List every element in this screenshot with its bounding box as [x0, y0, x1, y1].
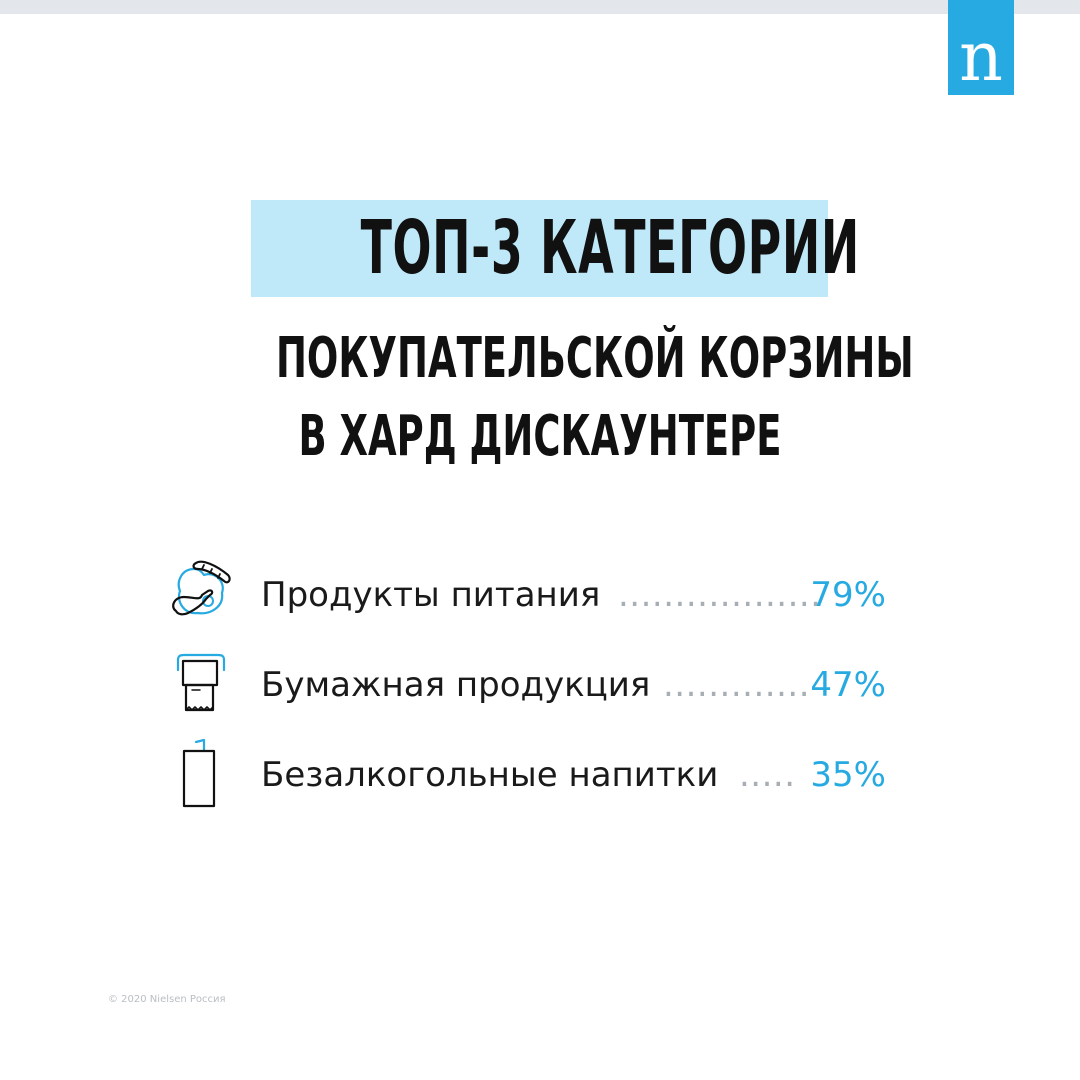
- food-icon: [166, 553, 236, 623]
- nielsen-logo-icon: n: [959, 18, 1003, 95]
- category-row-drinks: Безалкогольные напитки ..... 35%: [261, 750, 886, 800]
- dot-leader: ..................: [618, 575, 822, 615]
- paper-roll-icon: [166, 650, 236, 720]
- drink-carton-icon: [166, 738, 236, 808]
- category-value: 79%: [810, 575, 886, 615]
- dot-leader: .....: [739, 755, 796, 795]
- category-label: Бумажная продукция: [261, 665, 651, 705]
- page-title: ТОП-3 КАТЕГОРИИ: [360, 205, 860, 291]
- category-label: Безалкогольные напитки: [261, 755, 719, 795]
- subtitle-line-1: ПОКУПАТЕЛЬСКОЙ КОРЗИНЫ: [276, 326, 914, 391]
- category-row-paper: Бумажная продукция ............. 47%: [261, 660, 886, 710]
- category-value: 47%: [810, 665, 886, 705]
- top-bar: [0, 0, 1080, 14]
- subtitle-line-2: В ХАРД ДИСКАУНТЕРЕ: [298, 404, 782, 469]
- copyright-text: © 2020 Nielsen Россия: [108, 994, 226, 1005]
- nielsen-logo: n: [948, 0, 1014, 95]
- category-label: Продукты питания: [261, 575, 601, 615]
- logo-letter: n: [959, 18, 1003, 95]
- category-row-food: Продукты питания .................. 79%: [261, 570, 886, 620]
- title-highlight: [251, 200, 828, 297]
- category-value: 35%: [810, 755, 886, 795]
- dot-leader: .............: [663, 665, 810, 705]
